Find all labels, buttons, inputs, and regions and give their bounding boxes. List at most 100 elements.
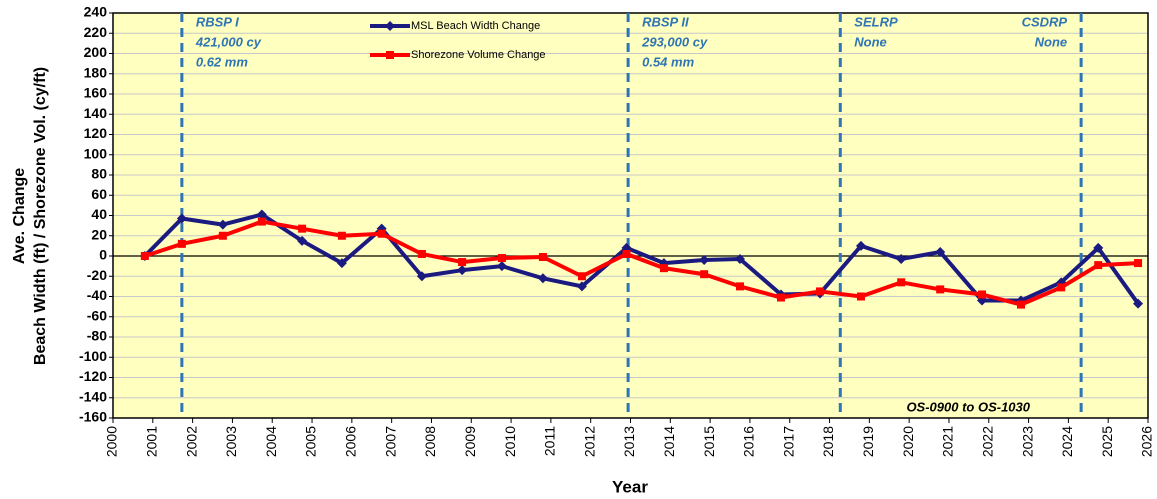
x-tick-label: 2026 <box>1139 426 1155 457</box>
x-tick-label: 2025 <box>1099 426 1115 457</box>
y-tick-label: 80 <box>91 166 107 182</box>
marker <box>377 229 386 238</box>
y-tick-label: -100 <box>79 348 107 364</box>
series-line <box>144 219 1139 307</box>
x-tick-label: 2002 <box>183 426 199 457</box>
y-tick-label: 20 <box>91 226 107 242</box>
marker <box>622 249 631 258</box>
x-tick-label: 2007 <box>382 426 398 457</box>
plot-border <box>112 12 1149 419</box>
event-label: CSDRP <box>1022 14 1068 29</box>
x-tick-label: 2010 <box>502 426 518 457</box>
marker <box>856 292 865 301</box>
marker <box>735 282 744 291</box>
y-tick-label: -160 <box>79 409 107 425</box>
event-label: RBSP I <box>196 14 239 29</box>
marker <box>458 258 467 267</box>
marker <box>897 278 906 287</box>
marker <box>337 231 346 240</box>
event-label: 0.54 mm <box>642 54 694 69</box>
x-tick-label: 2003 <box>223 426 239 457</box>
x-tick-label: 2019 <box>860 426 876 457</box>
y-tick-label: 220 <box>84 24 108 40</box>
marker <box>297 235 308 246</box>
marker <box>896 254 907 265</box>
legend-label: Shorezone Volume Change <box>411 49 546 61</box>
y-tick-label: 240 <box>84 4 108 20</box>
marker <box>659 264 668 273</box>
marker <box>700 270 709 279</box>
event-label: 293,000 cy <box>641 34 708 49</box>
marker <box>537 273 548 284</box>
x-tick-label: 2005 <box>303 426 319 457</box>
y-tick-label: 140 <box>84 105 108 121</box>
marker <box>177 239 186 248</box>
marker <box>776 293 785 302</box>
x-tick-label: 2023 <box>1019 426 1035 457</box>
marker <box>699 255 710 266</box>
y-tick-label: 60 <box>91 186 107 202</box>
y-tick-label: 0 <box>99 247 107 263</box>
marker <box>386 51 394 59</box>
y-tick-label: -120 <box>79 368 107 384</box>
x-tick-label: 2024 <box>1059 426 1075 457</box>
marker <box>336 258 347 269</box>
annotation: OS-0900 to OS-1030 <box>906 399 1030 414</box>
x-tick-label: 2013 <box>621 426 637 457</box>
marker <box>978 290 987 299</box>
marker <box>935 246 946 257</box>
marker <box>218 231 227 240</box>
marker <box>855 240 866 251</box>
legend-label: MSL Beach Width Change <box>411 20 540 32</box>
x-axis-label: Year <box>612 477 648 496</box>
marker <box>298 224 307 233</box>
event-label: 0.62 mm <box>196 54 248 69</box>
marker <box>256 209 267 220</box>
event-label: None <box>854 34 887 49</box>
x-tick-label: 2018 <box>820 426 836 457</box>
marker <box>1134 259 1143 268</box>
y-tick-label: 160 <box>84 85 108 101</box>
x-tick-label: 2021 <box>940 426 956 457</box>
x-tick-label: 2017 <box>780 426 796 457</box>
marker <box>576 281 587 292</box>
x-tick-label: 2012 <box>581 426 597 457</box>
x-tick-label: 2004 <box>263 426 279 457</box>
marker <box>1057 283 1066 292</box>
y-tick-label: 40 <box>91 206 107 222</box>
x-tick-label: 2014 <box>661 426 677 457</box>
y-tick-label: -60 <box>87 307 107 323</box>
marker <box>1133 298 1144 309</box>
x-tick-label: 2000 <box>104 426 120 457</box>
marker <box>257 217 266 226</box>
marker <box>176 213 187 224</box>
x-tick-label: 2001 <box>144 426 160 457</box>
x-tick-label: 2009 <box>462 426 478 457</box>
marker <box>217 219 228 230</box>
marker <box>496 261 507 272</box>
event-label: SELRP <box>854 14 898 29</box>
y-axis-label: Ave. Change <box>11 168 28 264</box>
event-label: 421,000 cy <box>195 34 262 49</box>
y-tick-label: 180 <box>84 64 108 80</box>
marker <box>457 265 468 276</box>
y-tick-label: 120 <box>84 125 108 141</box>
marker <box>936 285 945 294</box>
y-tick-label: -20 <box>87 267 107 283</box>
x-tick-label: 2006 <box>343 426 359 457</box>
marker <box>538 253 547 262</box>
x-tick-label: 2020 <box>900 426 916 457</box>
marker <box>497 254 506 263</box>
marker <box>1093 242 1104 253</box>
x-tick-label: 2011 <box>542 426 558 456</box>
marker <box>577 272 586 281</box>
y-axis-label: Beach Width (ft) / Shorezone Vol. (cy/ft… <box>32 67 49 365</box>
marker <box>417 249 426 258</box>
marker <box>734 254 745 265</box>
marker <box>815 287 824 296</box>
y-tick-label: -140 <box>79 388 107 404</box>
event-label: None <box>1035 34 1068 49</box>
marker <box>416 271 427 282</box>
y-tick-label: 200 <box>84 44 108 60</box>
